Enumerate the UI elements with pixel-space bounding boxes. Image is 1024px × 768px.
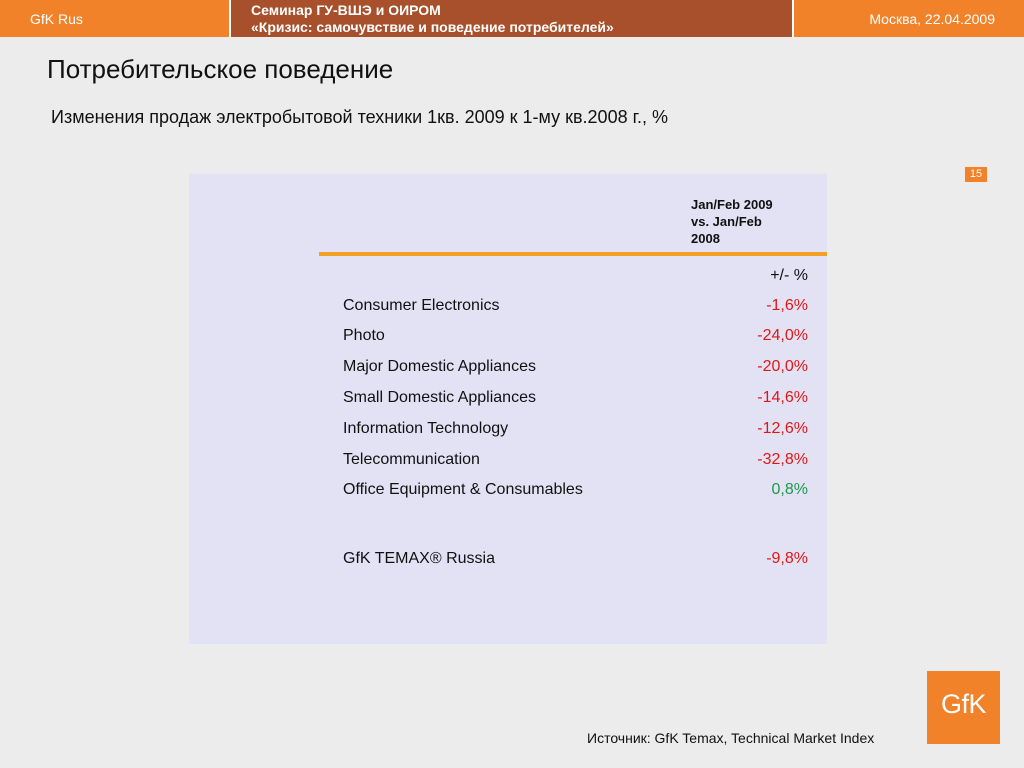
row-value: 0,8% — [771, 481, 808, 498]
total-label: GfK TEMAX® Russia — [343, 550, 495, 567]
table-row: Office Equipment & Consumables 0,8% — [343, 481, 808, 501]
header-company-label: GfK Rus — [30, 11, 83, 27]
row-label: Telecommunication — [343, 451, 480, 468]
row-label: Major Domestic Appliances — [343, 358, 536, 375]
row-value: -20,0% — [757, 358, 808, 375]
unit-label: +/- % — [770, 267, 808, 284]
row-label: Information Technology — [343, 420, 509, 437]
header-seminar-line1: Семинар ГУ-ВШЭ и ОИРОМ — [251, 2, 441, 18]
row-value: -24,0% — [757, 327, 808, 344]
row-value: -1,6% — [766, 297, 808, 314]
column-header-line3: 2008 — [691, 231, 720, 246]
column-header-line1: Jan/Feb 2009 — [691, 197, 773, 212]
header-bar: GfK Rus Семинар ГУ-ВШЭ и ОИРОМ «Кризис: … — [0, 0, 1024, 37]
column-header-line2: vs. Jan/Feb — [691, 214, 762, 229]
header-seminar-line2: «Кризис: самочувствие и поведение потреб… — [251, 19, 614, 35]
table-row: Small Domestic Appliances -14,6% — [343, 389, 808, 409]
row-label: Consumer Electronics — [343, 297, 500, 314]
row-value: -14,6% — [757, 389, 808, 406]
header-date-label: Москва, 22.04.2009 — [869, 11, 995, 27]
gfk-logo-text: GfK — [940, 689, 987, 719]
total-row: GfK TEMAX® Russia -9,8% — [343, 550, 808, 570]
page-title: Потребительское поведение — [47, 54, 394, 84]
slide-subtitle: Изменения продаж электробытовой техники … — [51, 107, 668, 127]
header-seminar: Семинар ГУ-ВШЭ и ОИРОМ «Кризис: самочувс… — [229, 0, 794, 37]
table-row: Consumer Electronics -1,6% — [343, 297, 808, 317]
row-value: -12,6% — [757, 420, 808, 437]
page-number-badge: 15 — [965, 167, 987, 182]
row-label: Office Equipment & Consumables — [343, 481, 583, 498]
table-row: Telecommunication -32,8% — [343, 451, 808, 471]
table-row: Information Technology -12,6% — [343, 420, 808, 440]
header-divider — [319, 252, 827, 256]
row-label: Photo — [343, 327, 385, 344]
row-value: -32,8% — [757, 451, 808, 468]
header-company: GfK Rus — [0, 0, 229, 37]
header-date: Москва, 22.04.2009 — [794, 0, 1024, 37]
total-value: -9,8% — [766, 550, 808, 567]
table-row: Major Domestic Appliances -20,0% — [343, 358, 808, 378]
column-header: Jan/Feb 2009 vs. Jan/Feb 2008 — [691, 196, 811, 247]
source-note: Источник: GfK Temax, Technical Market In… — [587, 730, 875, 746]
gfk-logo: GfK — [927, 671, 1000, 744]
table-row: Photo -24,0% — [343, 327, 808, 347]
row-label: Small Domestic Appliances — [343, 389, 536, 406]
